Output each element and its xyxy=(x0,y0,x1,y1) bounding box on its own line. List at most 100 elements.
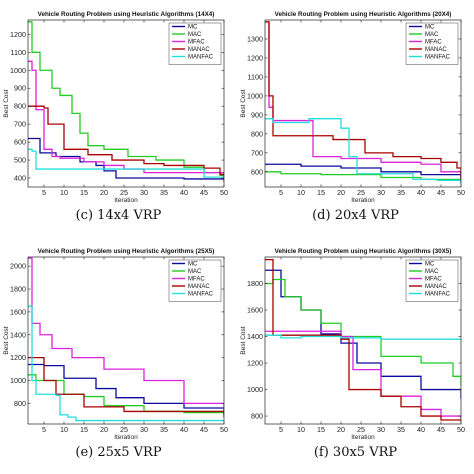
series-line-manfac xyxy=(28,305,224,422)
legend-label-mac: MAC xyxy=(188,269,202,275)
x-tick-label: 50 xyxy=(220,188,228,197)
chart-panel-e: Vehicle Routing Problem using Heuristic … xyxy=(0,237,237,474)
y-tick-label: 1100 xyxy=(248,72,263,81)
chart-title: Vehicle Routing Problem using Heuristic … xyxy=(275,11,452,18)
x-tick-label: 10 xyxy=(60,425,68,434)
y-tick-label: 1800 xyxy=(10,285,26,294)
legend-label-mfac: MFAC xyxy=(425,40,442,46)
x-tick-label: 35 xyxy=(160,425,168,434)
y-tick-label: 1100 xyxy=(11,48,26,57)
series-line-mac xyxy=(265,171,461,181)
x-tick-label: 35 xyxy=(397,188,405,197)
y-tick-label: 900 xyxy=(14,84,26,93)
x-tick-label: 10 xyxy=(297,188,305,197)
plot-frame xyxy=(264,19,462,188)
y-tick-label: 1600 xyxy=(10,307,26,316)
legend-box xyxy=(405,22,459,65)
plot-frame xyxy=(27,256,225,425)
y-tick-label: 900 xyxy=(251,110,263,119)
y-axis-label: Best Cost xyxy=(3,326,10,354)
y-tick-label: 400 xyxy=(14,174,26,183)
series-line-mc xyxy=(28,137,224,180)
y-tick-label: 700 xyxy=(14,120,26,129)
y-tick-label: 1800 xyxy=(247,279,263,288)
y-tick-label: 600 xyxy=(14,138,26,147)
x-tick-label: 20 xyxy=(100,425,108,434)
y-tick-label: 1300 xyxy=(247,34,263,43)
x-axis-label: Iteration xyxy=(114,434,138,441)
chart-svg-e: Vehicle Routing Problem using Heuristic … xyxy=(3,248,228,441)
legend-label-mc: MC xyxy=(425,25,435,31)
plot-frame xyxy=(27,19,225,188)
series-line-manfac xyxy=(265,334,461,340)
y-tick-label: 800 xyxy=(14,102,26,111)
x-tick-label: 25 xyxy=(357,425,365,434)
x-tick-label: 40 xyxy=(417,188,425,197)
x-tick-label: 25 xyxy=(120,425,128,434)
legend-label-manac: MANAC xyxy=(188,284,210,290)
legend-box xyxy=(168,22,222,65)
x-tick-label: 25 xyxy=(357,188,365,197)
series-line-manac xyxy=(28,357,224,418)
legend-label-mfac: MFAC xyxy=(188,40,205,46)
series-line-manac xyxy=(265,259,461,422)
x-tick-label: 35 xyxy=(160,188,168,197)
legend-label-mfac: MFAC xyxy=(425,277,442,283)
y-tick-label: 1000 xyxy=(10,376,26,385)
y-axis-label: Best Cost xyxy=(240,89,247,117)
series-line-mc xyxy=(265,163,461,180)
series-line-manac xyxy=(265,21,461,184)
x-tick-label: 10 xyxy=(60,188,68,197)
series-line-mc xyxy=(28,363,224,413)
y-tick-label: 700 xyxy=(251,148,263,157)
chart-svg-f: Vehicle Routing Problem using Heuristic … xyxy=(240,248,465,441)
x-axis-label: Iteration xyxy=(351,434,375,441)
chart-panel-c: Vehicle Routing Problem using Heuristic … xyxy=(0,0,237,237)
x-tick-label: 30 xyxy=(377,188,385,197)
x-tick-label: 20 xyxy=(337,188,345,197)
series-line-manfac xyxy=(28,148,224,179)
legend-label-manac: MANAC xyxy=(188,47,210,53)
legend-label-manac: MANAC xyxy=(425,47,447,53)
x-axis-label: Iteration xyxy=(114,197,138,204)
legend-label-mfac: MFAC xyxy=(188,277,205,283)
x-tick-label: 5 xyxy=(42,425,46,434)
x-tick-label: 15 xyxy=(80,425,88,434)
y-tick-label: 800 xyxy=(251,412,263,421)
plot-frame xyxy=(264,256,462,425)
x-tick-label: 30 xyxy=(140,425,148,434)
chart-title: Vehicle Routing Problem using Heuristic … xyxy=(38,248,215,255)
chart-panel-d: Vehicle Routing Problem using Heuristic … xyxy=(237,0,474,237)
y-tick-label: 1200 xyxy=(10,353,26,362)
y-axis-label: Best Cost xyxy=(3,89,10,117)
legend-label-mac: MAC xyxy=(188,32,202,38)
chart-panel-f: Vehicle Routing Problem using Heuristic … xyxy=(237,237,474,474)
series-line-mfac xyxy=(28,60,224,175)
series-line-manfac xyxy=(265,118,461,184)
x-tick-label: 45 xyxy=(200,188,208,197)
y-tick-label: 500 xyxy=(14,156,26,165)
x-tick-label: 35 xyxy=(397,425,405,434)
legend-label-manac: MANAC xyxy=(425,284,447,290)
y-tick-label: 600 xyxy=(251,167,263,176)
y-tick-label: 1400 xyxy=(10,330,26,339)
legend-box xyxy=(405,259,459,302)
y-axis-label: Best Cost xyxy=(240,326,247,354)
legend-label-manfac: MANFAC xyxy=(188,55,214,61)
legend-label-mc: MC xyxy=(188,262,198,268)
legend-label-mac: MAC xyxy=(425,269,439,275)
x-tick-label: 15 xyxy=(317,425,325,434)
x-tick-label: 5 xyxy=(42,188,46,197)
panel-caption-f: (f) 30x5 VRP xyxy=(313,445,398,460)
x-tick-label: 25 xyxy=(120,188,128,197)
x-tick-label: 30 xyxy=(140,188,148,197)
x-tick-label: 20 xyxy=(337,425,345,434)
legend-box xyxy=(168,259,222,302)
y-tick-label: 1200 xyxy=(247,359,263,368)
x-tick-label: 50 xyxy=(220,425,228,434)
x-tick-label: 45 xyxy=(437,188,445,197)
legend-label-manfac: MANFAC xyxy=(425,55,451,61)
x-tick-label: 50 xyxy=(457,188,465,197)
x-tick-label: 10 xyxy=(297,425,305,434)
series-line-mfac xyxy=(265,21,461,184)
